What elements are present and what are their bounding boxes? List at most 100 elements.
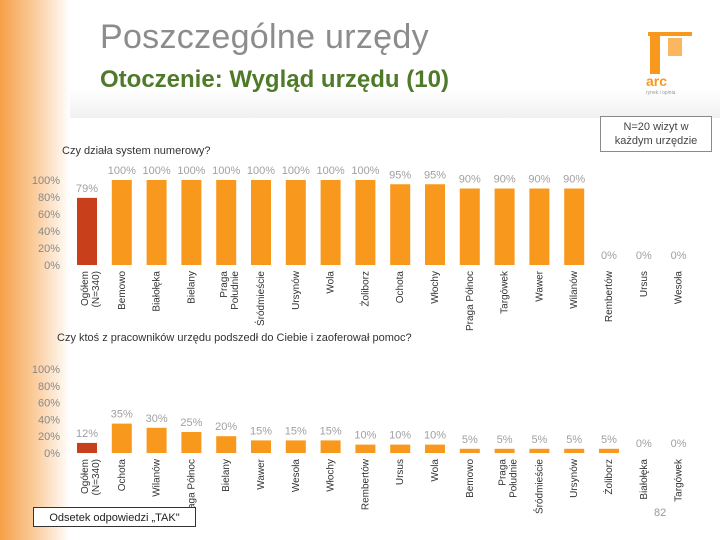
chart2-category-label: Bielany — [221, 459, 232, 492]
logo-tagline: rynek i opinia — [646, 90, 676, 96]
chart2-bar — [216, 436, 237, 453]
chart2-bar — [111, 423, 132, 453]
chart2-category-label: Ursynów — [569, 458, 580, 498]
chart1-value-label: 100% — [317, 165, 345, 177]
chart1-category-label: Ogółem(N=340) — [80, 271, 102, 307]
chart1-bar — [216, 180, 237, 265]
chart2-category-label: Śródmieście — [532, 459, 545, 514]
chart1-value-label: 100% — [282, 165, 310, 177]
page-subtitle: Otoczenie: Wygląd urzędu (10) — [100, 66, 449, 93]
chart1-value-label: 100% — [108, 165, 136, 177]
sample-note-line1: N=20 wizyt w — [623, 121, 689, 133]
chart1-ytick-label: 60% — [38, 209, 60, 221]
chart2-value-label: 5% — [497, 434, 513, 446]
chart1-value-label: 90% — [494, 174, 516, 186]
chart1-category-label: Ursynów — [291, 270, 302, 310]
footnote: Odsetek odpowiedzi „TAK" — [33, 507, 196, 527]
chart2-value-label: 15% — [250, 425, 272, 437]
chart1-ytick-label: 100% — [32, 175, 60, 187]
chart1-value-label: 90% — [563, 174, 585, 186]
chart1-ytick-label: 0% — [44, 260, 60, 272]
chart2-value-label: 25% — [180, 417, 202, 429]
chart1-value-label: 90% — [459, 174, 481, 186]
chart2-ytick-label: 60% — [38, 398, 60, 410]
chart1-bar — [425, 184, 445, 265]
chart1-bar — [111, 180, 132, 265]
chart2-ytick-label: 0% — [44, 448, 60, 460]
chart2-category-label: Targówek — [674, 458, 685, 502]
chart1-ytick-label: 40% — [38, 226, 60, 238]
arc-logo: arc rynek i opinia — [646, 32, 692, 96]
chart2-category-label: Wola — [430, 459, 441, 482]
chart2-bar — [564, 448, 585, 453]
chart1-category-label: Bemowo — [117, 271, 128, 310]
chart2-value-label: 0% — [671, 438, 687, 450]
page-number: 82 — [654, 507, 667, 519]
chart2-value-label: 0% — [636, 438, 652, 450]
chart2-category-label: Wawer — [256, 458, 267, 489]
chart2-bar — [459, 448, 480, 453]
chart1-value-label: 0% — [601, 250, 617, 262]
chart2-category-label: Włochy — [326, 459, 337, 492]
accent-stripe — [0, 0, 70, 540]
chart1-value-label: 79% — [76, 183, 98, 195]
chart1-bar — [355, 180, 376, 265]
chart1-category-label: Żoliborz — [358, 271, 371, 307]
chart1-bar — [251, 180, 271, 265]
chart1-category-label: Wilanów — [569, 270, 580, 309]
chart1-value-label: 0% — [671, 250, 687, 262]
chart2-category-label: Ogółem(N=340) — [80, 459, 102, 495]
chart2-category-label: Wesoła — [291, 459, 302, 493]
chart1-value-label: 0% — [636, 250, 652, 262]
chart2-bar — [390, 444, 411, 453]
chart2-value-label: 5% — [601, 434, 617, 446]
chart2-category-label: Ursus — [395, 459, 406, 485]
chart2-category-label: Wilanów — [152, 458, 163, 497]
chart2-value-label: 20% — [215, 421, 237, 433]
chart1-title: Czy działa system numerowy? — [62, 145, 211, 157]
chart1-bar — [390, 184, 411, 265]
chart1-bar — [77, 197, 97, 265]
chart2-value-label: 5% — [566, 434, 582, 446]
chart2-ytick-label: 80% — [38, 381, 60, 393]
chart2-value-label: 15% — [320, 425, 342, 437]
chart1-value-label: 95% — [389, 169, 411, 181]
chart2-value-label: 5% — [462, 434, 478, 446]
chart2-bar — [494, 448, 515, 453]
chart1-value-label: 100% — [177, 165, 205, 177]
chart1-value-label: 90% — [528, 174, 550, 186]
chart1-ytick-label: 20% — [38, 243, 60, 255]
chart1-bar — [146, 180, 167, 265]
chart1-bar — [529, 188, 550, 265]
chart2-ytick-label: 100% — [32, 364, 60, 376]
sample-note-line2: każdym urzędzie — [614, 135, 698, 147]
chart2-title: Czy ktoś z pracowników urzędu podszedł d… — [57, 332, 412, 344]
chart1-value-label: 100% — [247, 165, 275, 177]
chart2-category-label: Bemowo — [465, 459, 476, 498]
chart1-category-label: PragaPołudnie — [219, 271, 241, 310]
chart2-category-label: Praga Północ — [186, 459, 197, 519]
chart1-bar — [320, 180, 341, 265]
chart2-value-label: 10% — [389, 430, 411, 442]
chart1-bar — [285, 180, 306, 265]
header-band — [70, 0, 720, 118]
chart2-category-label: Białołęka — [639, 459, 650, 500]
chart1-category-label: Rembertów — [604, 270, 615, 322]
chart2-value-label: 5% — [531, 434, 547, 446]
chart1-bar — [181, 180, 202, 265]
chart2-bar — [529, 448, 550, 453]
chart1-category-label: Ursus — [639, 271, 650, 297]
chart2-value-label: 15% — [285, 425, 307, 437]
chart1-category-label: Bielany — [186, 271, 197, 304]
chart2-category-label: Żoliborz — [602, 459, 615, 495]
chart2-category-label: Rembertów — [360, 458, 371, 510]
sample-note: N=20 wizyt w każdym urzędzie — [600, 116, 712, 152]
chart2-bar — [285, 440, 306, 453]
chart1-category-label: Białołęka — [152, 271, 163, 312]
chart1-category-label: Targówek — [500, 270, 511, 314]
chart1-category-label: Praga Północ — [465, 271, 476, 331]
chart2-bar — [77, 442, 97, 453]
chart1-value-label: 95% — [424, 169, 446, 181]
chart2-bar — [599, 448, 619, 453]
chart2-bar — [146, 427, 167, 453]
